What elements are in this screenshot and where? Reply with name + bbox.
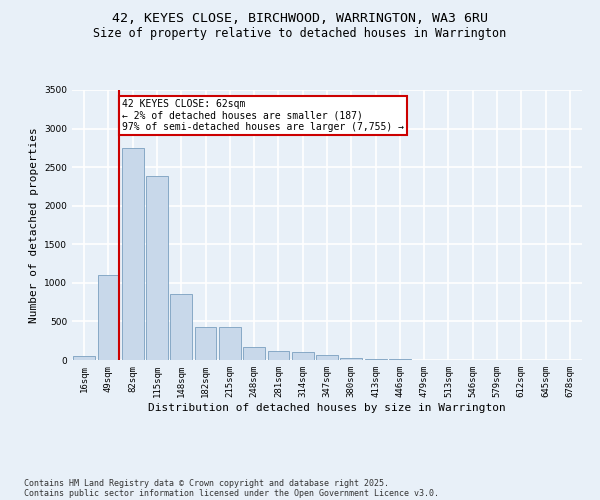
Bar xyxy=(316,356,338,360)
Text: Size of property relative to detached houses in Warrington: Size of property relative to detached ho… xyxy=(94,28,506,40)
Bar xyxy=(340,358,362,360)
Text: Contains public sector information licensed under the Open Government Licence v3: Contains public sector information licen… xyxy=(24,488,439,498)
Bar xyxy=(292,352,314,360)
Bar xyxy=(146,176,168,360)
Text: 42, KEYES CLOSE, BIRCHWOOD, WARRINGTON, WA3 6RU: 42, KEYES CLOSE, BIRCHWOOD, WARRINGTON, … xyxy=(112,12,488,26)
Bar xyxy=(194,327,217,360)
Bar xyxy=(219,327,241,360)
Bar xyxy=(97,275,119,360)
Text: 42 KEYES CLOSE: 62sqm
← 2% of detached houses are smaller (187)
97% of semi-deta: 42 KEYES CLOSE: 62sqm ← 2% of detached h… xyxy=(122,100,404,132)
Bar xyxy=(268,350,289,360)
Bar xyxy=(243,347,265,360)
Y-axis label: Number of detached properties: Number of detached properties xyxy=(29,127,38,323)
Bar xyxy=(170,294,192,360)
Bar xyxy=(365,359,386,360)
Text: Contains HM Land Registry data © Crown copyright and database right 2025.: Contains HM Land Registry data © Crown c… xyxy=(24,478,389,488)
Bar xyxy=(73,356,95,360)
X-axis label: Distribution of detached houses by size in Warrington: Distribution of detached houses by size … xyxy=(148,402,506,412)
Bar xyxy=(122,148,143,360)
